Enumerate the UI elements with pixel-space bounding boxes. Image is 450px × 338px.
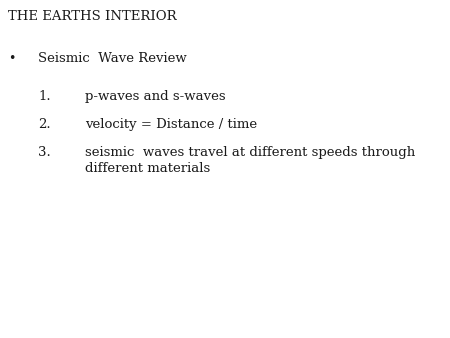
- Text: velocity = Distance / time: velocity = Distance / time: [85, 118, 257, 131]
- Text: THE EARTHS INTERIOR: THE EARTHS INTERIOR: [8, 10, 176, 23]
- Text: 3.: 3.: [38, 146, 51, 159]
- Text: p-waves and s-waves: p-waves and s-waves: [85, 90, 225, 103]
- Text: Seismic  Wave Review: Seismic Wave Review: [38, 52, 187, 65]
- Text: •: •: [8, 52, 15, 65]
- Text: 1.: 1.: [38, 90, 50, 103]
- Text: 2.: 2.: [38, 118, 50, 131]
- Text: seismic  waves travel at different speeds through
different materials: seismic waves travel at different speeds…: [85, 146, 415, 175]
